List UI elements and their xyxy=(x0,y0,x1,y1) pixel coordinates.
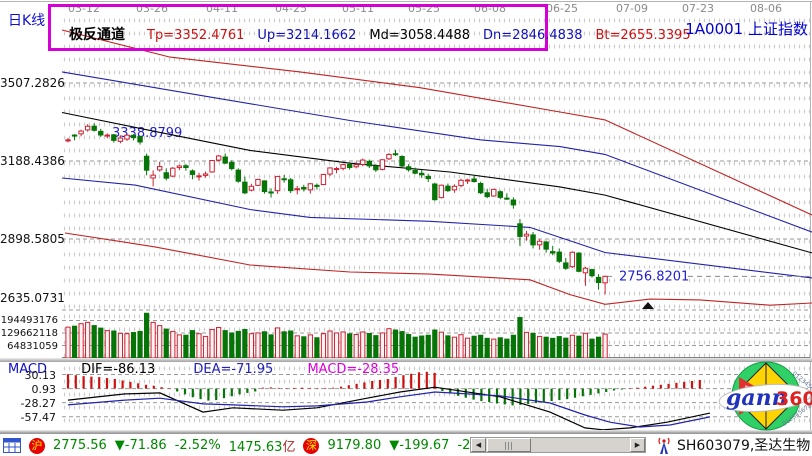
sh-index-change: ▼-71.86 xyxy=(114,438,167,453)
volume-axis-label: 194493176 xyxy=(0,315,58,326)
gann360-logo: 0123456789012345 0123456789012345 gann 3… xyxy=(718,361,812,431)
current-stock-label[interactable]: SH603079,圣达生物 xyxy=(677,438,811,454)
scrollbar-grip xyxy=(505,442,514,450)
shanghai-badge[interactable]: 沪 xyxy=(29,437,45,454)
date-tick-label: 08-06 xyxy=(750,2,782,15)
sh-index-amount: 1475.63亿 xyxy=(228,440,296,455)
date-tick-label: 07-09 xyxy=(616,2,648,15)
price-axis-label: 3507.2826 xyxy=(0,76,65,90)
price-pane-background xyxy=(62,14,811,310)
pane-splitter-1[interactable] xyxy=(0,358,812,362)
period-label[interactable]: 日K线 xyxy=(8,13,46,29)
volume-axis-label: 64831059 xyxy=(7,341,58,352)
top-border xyxy=(0,1,812,2)
volume-axis-label: 129662118 xyxy=(0,328,58,339)
symbol-title[interactable]: 1A0001 上证指数 xyxy=(685,20,808,38)
down-arrow-icon: ▼ xyxy=(389,438,400,453)
broadcast-antenna-icon xyxy=(658,437,670,454)
channel-value: Up=3214.1662 xyxy=(257,28,357,43)
macd-dea-value: DEA=-71.95 xyxy=(193,362,274,377)
horizontal-scrollbar[interactable]: ◀ ▶ xyxy=(470,437,646,453)
sh-index-pct: -2.52% xyxy=(174,438,221,453)
channel-value: Dn=2846.4838 xyxy=(483,28,583,43)
macd-header: MACD DIF=-86.13 DEA=-71.95 MACD=-28.35 xyxy=(8,362,399,377)
price-axis-label: 3188.4386 xyxy=(0,154,65,168)
channel-name: 极反通道 xyxy=(69,27,125,43)
logo-text-360: 360 xyxy=(776,388,812,410)
scroll-right-button[interactable]: ▶ xyxy=(630,438,645,452)
macd-axis-label: -28.27 xyxy=(20,397,56,410)
svg-text:2756.8201: 2756.8201 xyxy=(619,269,689,284)
macd-axis-label: 0.93 xyxy=(31,383,57,396)
scrollbar-thumb[interactable] xyxy=(487,438,531,452)
channel-indicator-box: 极反通道 Tp=3352.4761 Up=3214.1662 Md=3058.4488… xyxy=(48,4,691,51)
pane-splitter-2[interactable] xyxy=(0,430,812,433)
unit-yi: 亿 xyxy=(282,440,296,455)
shenzhen-badge[interactable]: 深 xyxy=(303,437,320,454)
price-axis-label: 2898.5805 xyxy=(0,232,65,246)
date-tick-label: 07-23 xyxy=(682,2,714,15)
macd-axis-label: 30.13 xyxy=(24,369,57,382)
price-axis-label: 2635.0731 xyxy=(0,291,65,305)
channel-value: Bt=2655.3395 xyxy=(595,28,691,43)
channel-values: Tp=3352.4761 Up=3214.1662 Md=3058.4488 Dn=2… xyxy=(147,28,704,43)
sh-index-value: 2775.56 xyxy=(53,438,107,453)
scroll-left-button[interactable]: ◀ xyxy=(471,438,486,452)
current-stock-area: SH603079,圣达生物 xyxy=(656,434,810,456)
macd-dif-value: DIF=-86.13 xyxy=(81,362,156,377)
date-tick-label: 06-25 xyxy=(546,2,578,15)
macd-hist-value: MACD=-28.35 xyxy=(307,362,400,377)
sz-index-change: ▼-199.67 xyxy=(389,438,450,453)
macd-pane-label[interactable]: MACD xyxy=(8,362,47,377)
down-arrow-icon: ▼ xyxy=(114,438,125,453)
sz-index-value: 9179.80 xyxy=(327,438,382,453)
channel-value: Tp=3352.4761 xyxy=(147,28,245,43)
quote-table-icon[interactable] xyxy=(3,438,21,453)
channel-value: Md=3058.4488 xyxy=(369,28,471,43)
logo-text-gann: gann xyxy=(726,385,788,411)
macd-axis-label: -57.47 xyxy=(20,411,56,424)
